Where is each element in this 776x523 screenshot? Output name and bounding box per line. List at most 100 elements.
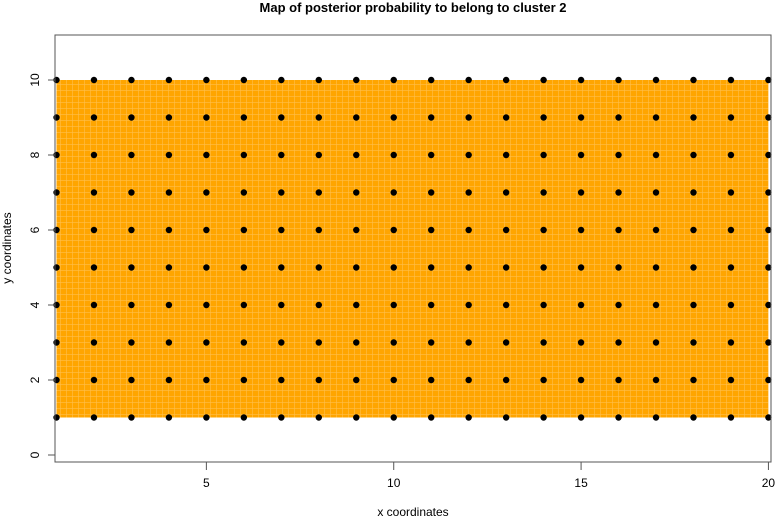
data-point bbox=[577, 264, 585, 271]
data-point bbox=[390, 264, 397, 271]
x-tick-label: 20 bbox=[762, 476, 776, 490]
data-point bbox=[390, 414, 397, 421]
data-point bbox=[278, 189, 285, 196]
data-point bbox=[128, 301, 135, 309]
data-point bbox=[465, 339, 472, 346]
data-point bbox=[90, 339, 98, 346]
data-point bbox=[278, 151, 285, 159]
data-point bbox=[765, 226, 772, 234]
data-point bbox=[502, 189, 510, 196]
data-point bbox=[502, 76, 510, 84]
data-point bbox=[428, 264, 435, 271]
data-point bbox=[727, 151, 735, 159]
data-point bbox=[90, 76, 98, 84]
data-point bbox=[652, 339, 660, 346]
data-point bbox=[165, 376, 173, 384]
data-point bbox=[165, 414, 173, 421]
data-point bbox=[652, 376, 660, 384]
data-point bbox=[652, 151, 660, 159]
data-point bbox=[353, 189, 360, 196]
data-point bbox=[765, 189, 772, 196]
data-point bbox=[577, 189, 585, 196]
data-point bbox=[390, 151, 397, 159]
data-point bbox=[390, 114, 397, 121]
data-point bbox=[315, 339, 322, 346]
data-point bbox=[727, 414, 735, 421]
data-point bbox=[240, 414, 248, 421]
data-point bbox=[765, 301, 772, 309]
data-point bbox=[765, 151, 772, 159]
data-point bbox=[540, 301, 547, 309]
data-point bbox=[278, 301, 285, 309]
data-point bbox=[502, 226, 510, 234]
data-point bbox=[577, 76, 585, 84]
data-point bbox=[278, 376, 285, 384]
data-point bbox=[278, 226, 285, 234]
data-point bbox=[765, 264, 772, 271]
data-point bbox=[353, 376, 360, 384]
data-point bbox=[203, 376, 210, 384]
data-point bbox=[540, 114, 547, 121]
data-point bbox=[90, 114, 98, 121]
data-point bbox=[203, 264, 210, 271]
data-point bbox=[128, 151, 135, 159]
data-point bbox=[428, 226, 435, 234]
data-point bbox=[690, 339, 697, 346]
data-point bbox=[203, 151, 210, 159]
data-point bbox=[203, 339, 210, 346]
data-point bbox=[203, 114, 210, 121]
data-point bbox=[353, 414, 360, 421]
data-point bbox=[465, 151, 472, 159]
data-point bbox=[353, 301, 360, 309]
data-point bbox=[615, 339, 622, 346]
data-point bbox=[465, 226, 472, 234]
data-point bbox=[615, 226, 622, 234]
data-point bbox=[765, 376, 772, 384]
data-point bbox=[315, 301, 322, 309]
data-point bbox=[128, 376, 135, 384]
data-point bbox=[652, 189, 660, 196]
data-point bbox=[615, 264, 622, 271]
data-point bbox=[577, 226, 585, 234]
data-point bbox=[53, 339, 60, 346]
data-point bbox=[465, 264, 472, 271]
data-point bbox=[690, 414, 697, 421]
data-point bbox=[577, 114, 585, 121]
data-point bbox=[428, 414, 435, 421]
data-point bbox=[540, 264, 547, 271]
data-point bbox=[203, 226, 210, 234]
data-point bbox=[428, 151, 435, 159]
data-point bbox=[652, 226, 660, 234]
data-point bbox=[727, 301, 735, 309]
data-point bbox=[390, 339, 397, 346]
data-point bbox=[315, 376, 322, 384]
data-point bbox=[615, 151, 622, 159]
data-point bbox=[502, 151, 510, 159]
data-point bbox=[278, 264, 285, 271]
data-point bbox=[53, 264, 60, 271]
data-point bbox=[615, 414, 622, 421]
data-point bbox=[690, 264, 697, 271]
data-point bbox=[128, 189, 135, 196]
data-point bbox=[577, 301, 585, 309]
data-point bbox=[690, 114, 697, 121]
data-point bbox=[278, 76, 285, 84]
plot-area: 5 10 15 20 0 2 4 6 8 10 bbox=[28, 34, 776, 490]
data-point bbox=[240, 301, 248, 309]
data-point bbox=[278, 339, 285, 346]
data-point bbox=[540, 151, 547, 159]
data-point bbox=[240, 264, 248, 271]
data-point bbox=[315, 264, 322, 271]
data-point bbox=[428, 189, 435, 196]
data-point bbox=[165, 264, 173, 271]
data-point bbox=[165, 189, 173, 196]
data-point bbox=[53, 414, 60, 421]
data-point bbox=[315, 414, 322, 421]
data-point bbox=[353, 226, 360, 234]
data-point bbox=[577, 339, 585, 346]
data-point bbox=[240, 226, 248, 234]
data-point bbox=[240, 376, 248, 384]
x-axis-label: x coordinates bbox=[377, 505, 448, 518]
chart-title: Map of posterior probability to belong t… bbox=[260, 0, 567, 15]
data-point bbox=[690, 376, 697, 384]
